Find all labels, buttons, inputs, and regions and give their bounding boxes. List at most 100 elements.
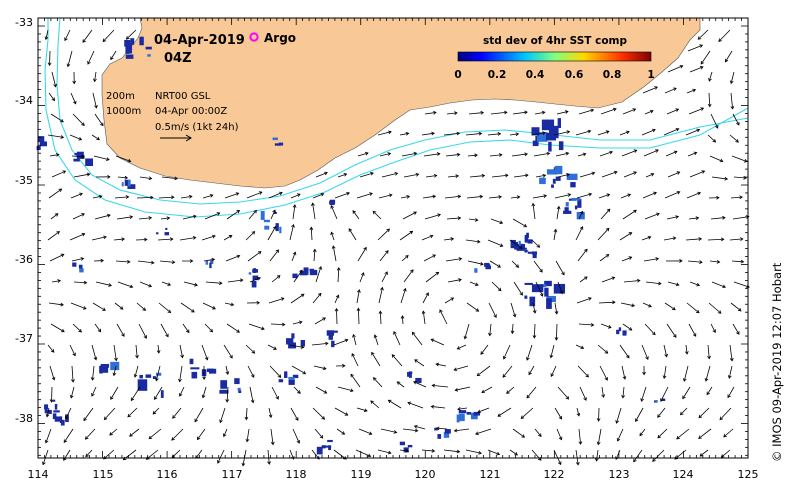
current-arrow (63, 449, 71, 461)
current-arrowhead (343, 172, 348, 177)
current-arrowhead (193, 214, 197, 219)
current-arrow (644, 213, 660, 220)
current-arrowhead (155, 377, 159, 382)
current-arrow (49, 154, 59, 157)
current-arrow (731, 260, 744, 263)
current-arrow (205, 281, 222, 284)
sst-patch (399, 441, 405, 446)
current-arrow (422, 311, 426, 325)
current-arrowhead (64, 37, 68, 42)
current-arrow (377, 449, 391, 454)
current-arrowhead (698, 414, 703, 419)
sst-patch (72, 262, 77, 267)
current-arrowhead (344, 412, 349, 416)
current-arrowhead (520, 415, 525, 419)
current-arrowhead (51, 97, 55, 102)
sst-patch (279, 226, 282, 234)
current-arrowhead (657, 434, 661, 439)
current-arrowhead (499, 220, 504, 225)
sst-patch (139, 374, 143, 379)
current-arrow (292, 428, 300, 444)
current-arrowhead (112, 372, 117, 377)
current-arrow (444, 297, 454, 304)
current-arrowhead (229, 354, 233, 359)
current-arrow (421, 235, 433, 241)
sst-patch (79, 268, 84, 273)
sst-patch (408, 372, 412, 378)
current-arrowhead (414, 359, 418, 363)
current-arrow (337, 386, 354, 392)
current-arrow (685, 129, 700, 136)
sst-patch (473, 411, 480, 416)
current-arrowhead (556, 205, 561, 210)
current-arrowhead (558, 461, 562, 466)
current-arrowhead (251, 231, 256, 235)
current-arrowhead (50, 349, 55, 353)
sst-patch (485, 265, 491, 270)
current-arrow (599, 254, 609, 262)
current-arrowhead (154, 396, 158, 400)
current-arrow (91, 134, 100, 141)
current-arrowhead (388, 130, 392, 135)
current-arrowhead (433, 110, 437, 115)
current-arrowhead (57, 279, 62, 283)
current-arrow (600, 208, 611, 220)
current-arrowhead (615, 420, 619, 424)
current-arrow (379, 250, 389, 262)
current-arrow (550, 344, 555, 358)
current-arrowhead (110, 56, 114, 61)
current-arrowhead (497, 287, 502, 292)
current-arrow (291, 365, 306, 375)
current-arrow (468, 218, 478, 221)
current-arrow (431, 406, 446, 409)
current-arrowhead (102, 38, 107, 43)
current-arrow (733, 281, 750, 288)
current-arrowhead (351, 353, 355, 357)
sst-patch (99, 366, 109, 373)
current-arrow (683, 365, 689, 382)
current-arrowhead (682, 378, 687, 382)
current-arrow (356, 289, 360, 304)
current-arrow (148, 428, 162, 439)
current-arrow (526, 344, 533, 361)
frame-ticks (37, 17, 749, 458)
current-arrow (397, 381, 405, 388)
current-arrowhead (588, 297, 592, 301)
sst-patch (252, 269, 259, 273)
current-arrowhead (695, 216, 700, 220)
current-arrow (159, 260, 175, 263)
current-arrow (466, 196, 483, 199)
current-arrow (509, 133, 519, 136)
sst-patch (571, 197, 581, 201)
current-arrowhead (712, 138, 717, 143)
current-arrowhead (272, 225, 277, 230)
current-arrowhead (480, 261, 484, 266)
current-arrow (532, 302, 536, 314)
sst-patch (124, 39, 131, 47)
current-arrowhead (83, 280, 88, 285)
current-arrowhead (616, 437, 621, 442)
current-arrowhead (435, 426, 440, 431)
current-arrow (402, 428, 418, 432)
sst-patch (566, 173, 578, 181)
current-arrowhead (558, 436, 563, 441)
current-arrow (534, 111, 545, 115)
sst-patch (331, 340, 335, 348)
current-arrow (204, 212, 220, 220)
current-arrow (179, 237, 196, 241)
current-arrowhead (174, 176, 178, 181)
current-arrowhead (475, 308, 480, 312)
sst-patch (529, 296, 536, 307)
current-arrowhead (480, 351, 484, 355)
current-arrowhead (51, 376, 56, 381)
current-arrowhead (578, 441, 583, 445)
current-arrowhead (633, 209, 637, 214)
current-arrowhead (457, 194, 462, 199)
current-arrowhead (675, 282, 680, 287)
current-arrow (270, 209, 276, 220)
current-arrowhead (497, 413, 502, 417)
current-arrowhead (124, 175, 129, 180)
sst-patch (125, 54, 134, 59)
colorbar-tick-label: 0.6 (565, 69, 584, 81)
current-arrow (248, 323, 265, 330)
